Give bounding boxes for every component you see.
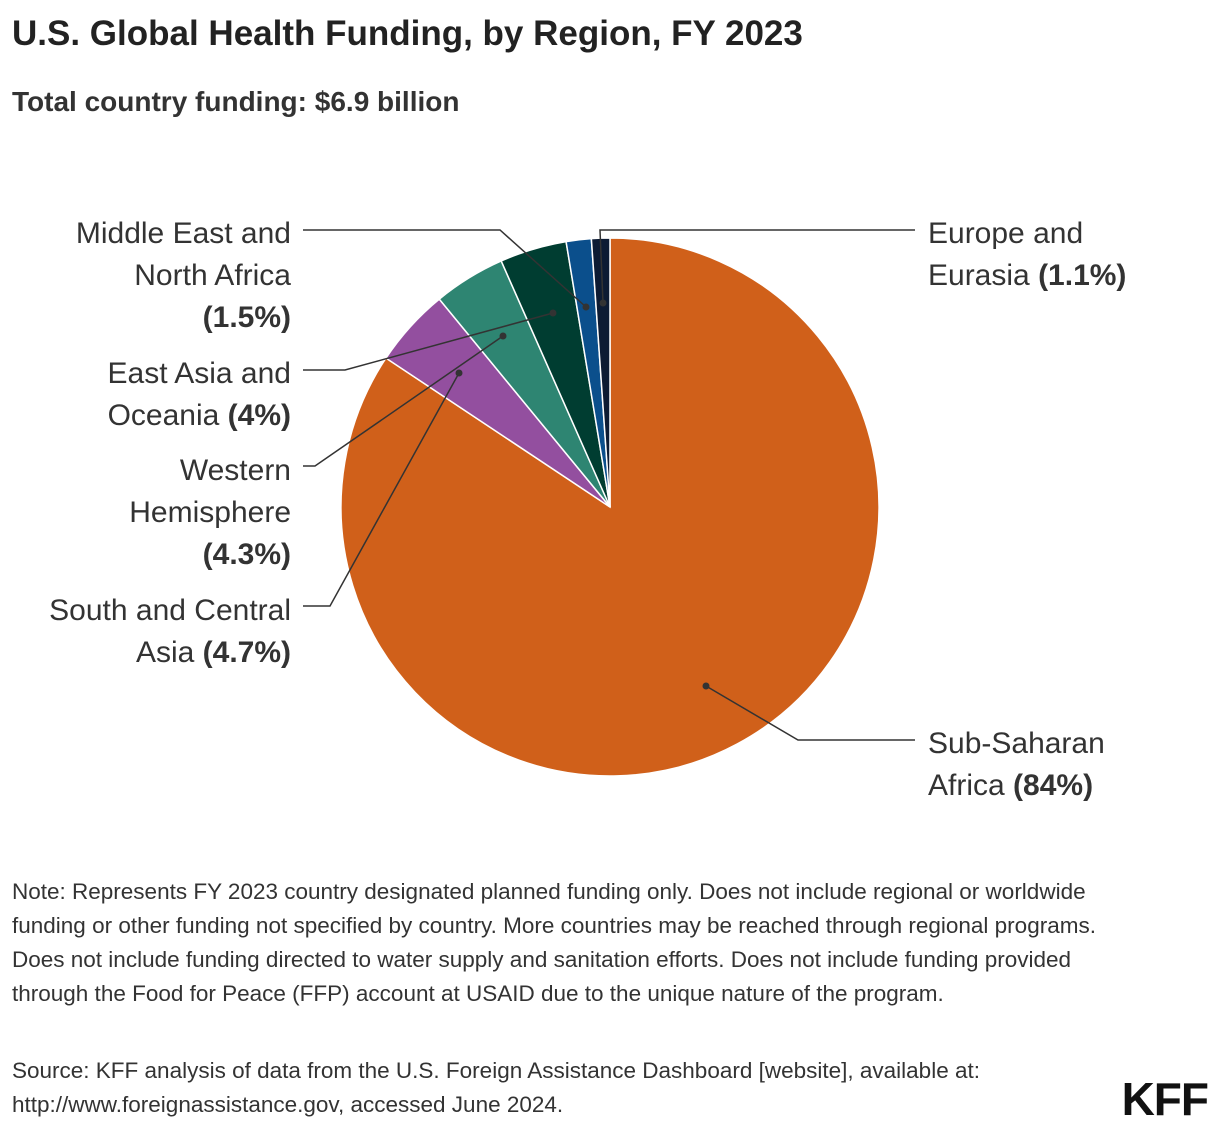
- chart-title: U.S. Global Health Funding, by Region, F…: [12, 14, 803, 53]
- category-label: Middle East and North Africa: [75, 217, 291, 292]
- value-label: (1.1%): [1038, 259, 1127, 292]
- slice-label: Europe and Eurasia (1.1%): [928, 213, 1168, 297]
- leader-line: [705, 685, 915, 741]
- category-label: Sub-Saharan Africa: [928, 727, 1105, 802]
- leader-dot: [549, 309, 557, 317]
- value-label: (4.3%): [202, 538, 291, 571]
- leader-line: [599, 229, 915, 304]
- value-label: (4%): [227, 399, 291, 432]
- leader-line: [303, 312, 554, 371]
- leader-dot: [455, 369, 463, 377]
- chart-subtitle: Total country funding: $6.9 billion: [12, 86, 460, 117]
- category-label: Western Hemisphere: [129, 454, 291, 529]
- slice-label: Middle East and North Africa (1.5%): [41, 213, 291, 339]
- note: Note: Represents FY 2023 country designa…: [12, 879, 1096, 1006]
- slice-label: Western Hemisphere (4.3%): [91, 450, 291, 576]
- category-label: East Asia and Oceania: [107, 357, 291, 432]
- slice-label: South and Central Asia (4.7%): [11, 590, 291, 674]
- chart: [303, 229, 915, 777]
- category-label: South and Central Asia: [49, 594, 291, 669]
- leader-dot: [599, 299, 607, 307]
- leader-line: [303, 229, 587, 308]
- value-label: (84%): [1013, 769, 1094, 802]
- value-label: (1.5%): [202, 301, 291, 334]
- leader-dot: [582, 303, 590, 311]
- leader-line: [303, 335, 504, 467]
- slice-label: Sub-Saharan Africa (84%): [928, 723, 1188, 807]
- source: Source: KFF analysis of data from the U.…: [12, 1058, 980, 1117]
- slice-label: East Asia and Oceania (4%): [41, 353, 291, 437]
- leader-dot: [702, 682, 710, 690]
- logo: KFF: [1121, 1073, 1209, 1125]
- category-label: Europe and Eurasia: [928, 217, 1084, 292]
- leader-dot: [499, 332, 507, 340]
- leader-line: [303, 372, 460, 607]
- value-label: (4.7%): [202, 636, 291, 669]
